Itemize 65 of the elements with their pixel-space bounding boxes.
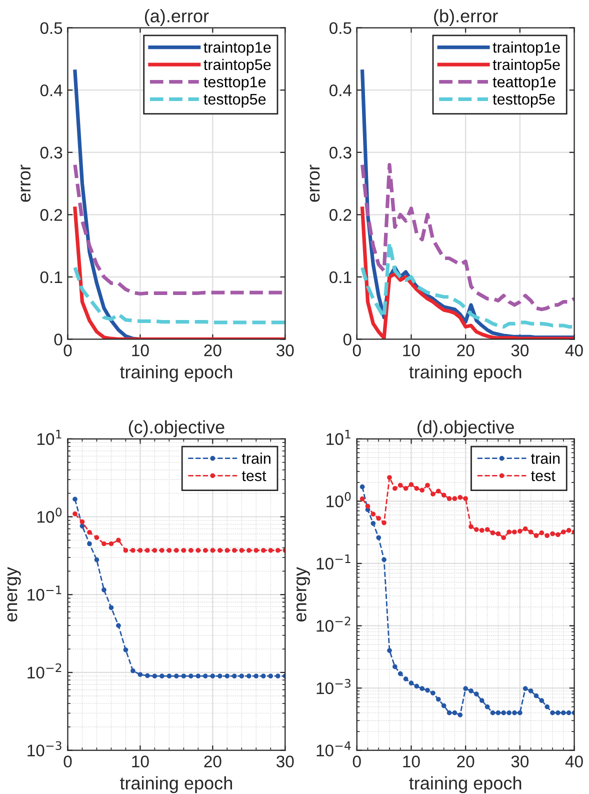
legend-label: testtop5e [492,94,555,108]
y-tick-label: 10$^{−2}$ [28,663,62,679]
legend-label: traintop1e [492,42,560,56]
y-tick-label: 0.2 [40,209,62,221]
x-tick-label: 20 [204,756,222,768]
x-tick-label: 10 [403,756,420,768]
y-tick-label: 10$^{−4}$ [316,741,351,756]
legend-label: testtop5e [204,94,266,108]
x-tick-label: 10 [132,344,149,356]
y-axis-title: energy [7,567,21,622]
y-axis-title: error [310,164,320,202]
y-tick-label: 0.5 [40,22,62,34]
x-axis-title: training epoch [409,776,522,794]
legend-label: testtop1e [204,76,266,90]
legend-label: train [242,452,270,464]
x-tick-label: 30 [276,756,294,768]
y-tick-label: 0 [343,334,352,346]
y-axis-title: energy [296,567,310,622]
legend-label: test [242,471,266,482]
y-tick-label: 10$^{0}$ [326,492,351,508]
legend-label: train [531,452,560,464]
y-tick-label: 0.3 [40,146,62,159]
x-tick-label: 20 [457,756,474,768]
y-tick-label: 0.5 [330,22,352,34]
y-tick-label: 10$^{−3}$ [316,678,350,694]
y-tick-label: 0.2 [330,209,352,221]
x-axis-title: training epoch [120,776,232,794]
x-tick-label: 30 [511,344,529,356]
y-tick-label: 0.4 [40,84,62,96]
y-tick-label: 0.1 [40,271,62,284]
x-axis-title: training epoch [120,365,232,382]
y-tick-label: 10$^{1}$ [37,430,62,445]
legend-label: traintop5e [492,58,560,74]
legend-label: traintop1e [204,42,271,56]
x-tick-label: 40 [565,756,583,768]
y-tick-label: 10$^{−1}$ [28,586,62,601]
y-tick-label: 0 [54,334,62,346]
x-tick-label: 30 [276,344,294,356]
y-tick-label: 10$^{−3}$ [28,741,62,756]
y-axis-title: error [20,164,31,202]
y-tick-label: 10$^{1}$ [326,430,350,445]
x-tick-label: 0 [64,756,72,768]
legend-label: test [531,471,556,482]
legend-label: traintop5e [204,58,271,74]
x-tick-label: 20 [457,344,474,356]
x-tick-label: 0 [352,344,361,356]
x-tick-label: 30 [511,756,529,768]
y-tick-label: 0.4 [330,84,352,96]
chart-title: (c).objective [128,420,224,438]
chart-title: (b).error [434,9,498,26]
legend-label: teattop1e [492,76,556,90]
x-axis-title: training epoch [409,365,522,382]
x-tick-label: 0 [352,756,361,768]
x-tick-label: 0 [64,344,72,356]
y-tick-label: 0.3 [330,146,352,159]
x-tick-label: 10 [132,756,149,768]
x-tick-label: 20 [204,344,222,356]
chart-title: (d).objective [418,420,514,438]
chart-title: (a).error [144,9,209,26]
y-tick-label: 10$^{−1}$ [316,554,350,570]
y-tick-label: 0.1 [330,271,352,284]
y-tick-label: 10$^{0}$ [37,508,62,523]
y-tick-label: 10$^{−2}$ [316,616,350,632]
x-tick-label: 40 [565,344,583,356]
x-tick-label: 10 [403,344,420,356]
